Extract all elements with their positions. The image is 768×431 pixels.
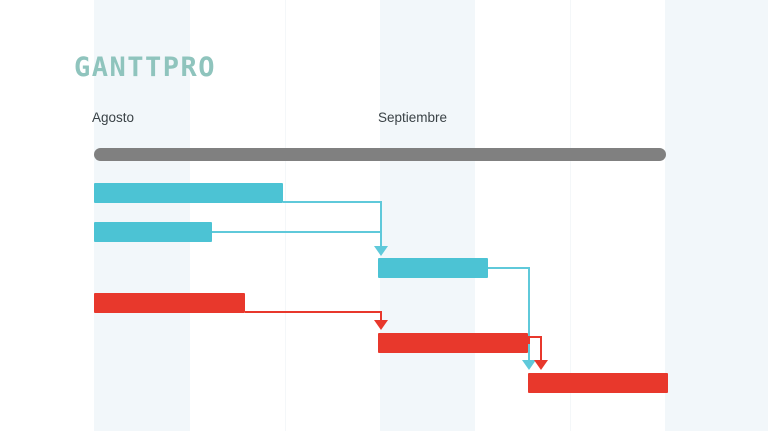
dependency-link-4-to-5-vertical (380, 311, 382, 322)
dependency-link-3-to-6-horizontal (488, 267, 530, 269)
dependency-link-3-to-6-vertical (528, 267, 530, 361)
month-label-septiembre: Septiembre (378, 110, 448, 125)
dependency-link-5-to-6-riser (528, 336, 530, 344)
dependency-link-5-to-6-vertical (540, 336, 542, 361)
column-divider-2 (570, 0, 571, 431)
dependency-arrow-into-task-3 (374, 246, 388, 256)
dependency-arrow-into-task-6-cyan (522, 360, 536, 370)
dependency-link-1-to-3-horizontal (283, 201, 382, 203)
column-band-3 (665, 0, 768, 431)
month-label-agosto: Agosto (92, 110, 135, 125)
dependency-link-5-to-6-horizontal (528, 336, 542, 338)
dependency-link-4-to-5-horizontal (245, 311, 382, 313)
ganttpro-logo: GANTTPRO (74, 52, 217, 83)
dependency-link-2-to-3-horizontal (212, 231, 382, 233)
dependency-arrow-into-task-5 (374, 320, 388, 330)
task-bar-5[interactable] (378, 333, 528, 353)
task-bar-2[interactable] (94, 222, 212, 242)
column-band-1 (94, 0, 190, 431)
task-bar-3[interactable] (378, 258, 488, 278)
dependency-arrow-into-task-6-red (534, 360, 548, 370)
dependency-link-1-to-3-vertical (380, 201, 382, 248)
task-bar-6[interactable] (528, 373, 668, 393)
task-bar-1[interactable] (94, 183, 283, 203)
column-band-2 (380, 0, 475, 431)
column-divider-1 (285, 0, 286, 431)
task-bar-4[interactable] (94, 293, 245, 313)
timeline-header-bar (94, 148, 666, 161)
